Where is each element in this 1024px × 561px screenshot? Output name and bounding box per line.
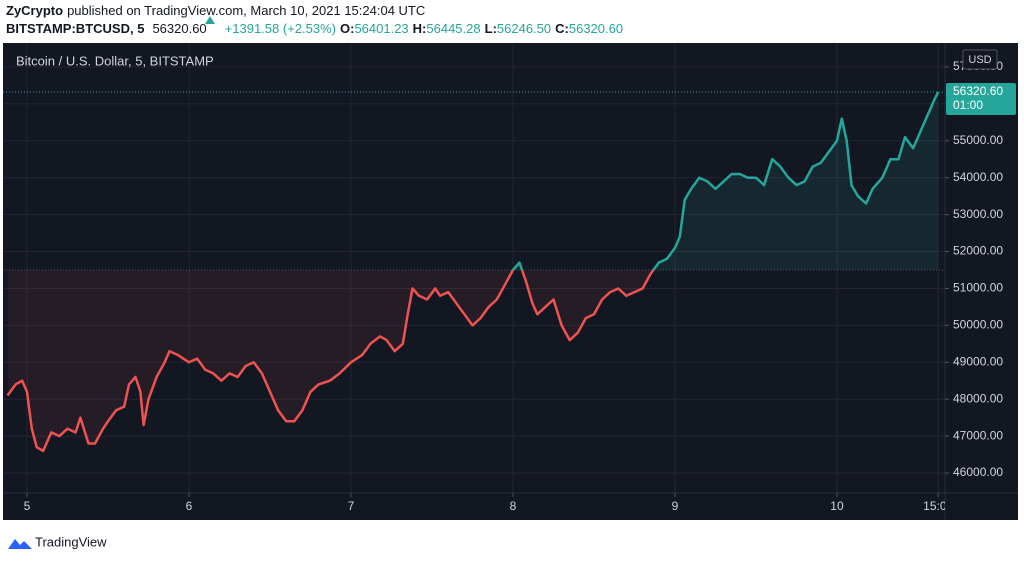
up-arrow	[205, 16, 215, 24]
x-tick-label: 9	[672, 499, 679, 513]
y-tick-label: 53000.00	[953, 207, 1003, 221]
x-tick-label: 6	[186, 499, 193, 513]
published: published on TradingView.com, March 10, …	[67, 3, 425, 18]
ohlc-value: 56320.60	[569, 21, 623, 36]
price-line	[6, 91, 940, 453]
author: ZyCrypto	[6, 3, 63, 18]
change: +1391.58 (+2.53%)	[225, 21, 336, 36]
currency: USD	[968, 54, 991, 66]
y-tick-label: 55000.00	[953, 133, 1003, 147]
x-tick-label: 10	[830, 499, 844, 513]
y-tick-label: 52000.00	[953, 244, 1003, 258]
ohlc-value: 56401.23	[354, 21, 408, 36]
chart-title: Bitcoin / U.S. Dollar, 5, BITSTAMP	[16, 53, 214, 68]
y-tick-label: 50000.00	[953, 318, 1003, 332]
brand: TradingView	[35, 534, 107, 549]
ohlc-label: C:	[555, 21, 569, 36]
countdown: 01:00	[953, 98, 983, 112]
last-price-label: 56320.60	[953, 84, 1003, 98]
x-tick-label: 5	[24, 499, 31, 513]
ohlc-value: 56246.50	[497, 21, 551, 36]
ohlc-value: 56445.28	[426, 21, 480, 36]
y-tick-label: 47000.00	[953, 428, 1003, 442]
x-tick-label: 7	[348, 499, 355, 513]
y-tick-label: 46000.00	[953, 465, 1003, 479]
axes: 46000.00 47000.00 48000.00 49000.00 50000.00…	[24, 59, 1016, 513]
currency-box	[962, 49, 998, 70]
y-tick-label: 54000.00	[953, 170, 1003, 184]
ohlc-label: H:	[413, 21, 427, 36]
x-tick-label: 8	[510, 499, 517, 513]
symbol-line: BITSTAMP:BTCUSD, 5 56320.60 +1391.58 (+2.5…	[6, 21, 623, 36]
time-axis: 5 6 7 8 9 10 15:00	[24, 493, 953, 513]
last: 56320.60	[152, 21, 206, 36]
y-tick-label: 49000.00	[953, 354, 1003, 368]
y-tick-label: 51000.00	[953, 281, 1003, 295]
ohlc-label: L:	[485, 21, 497, 36]
x-tick-label: 15:00	[923, 499, 953, 513]
ohlc-label: O:	[340, 21, 354, 36]
logo-icon	[8, 539, 32, 549]
plot	[3, 91, 945, 453]
y-tick-label: 48000.00	[953, 391, 1003, 405]
last-price-tag	[946, 83, 1016, 116]
publish-line: ZyCrypto published on TradingView.com, Ma…	[6, 3, 425, 18]
symbol: BITSTAMP:BTCUSD, 5	[6, 21, 144, 36]
